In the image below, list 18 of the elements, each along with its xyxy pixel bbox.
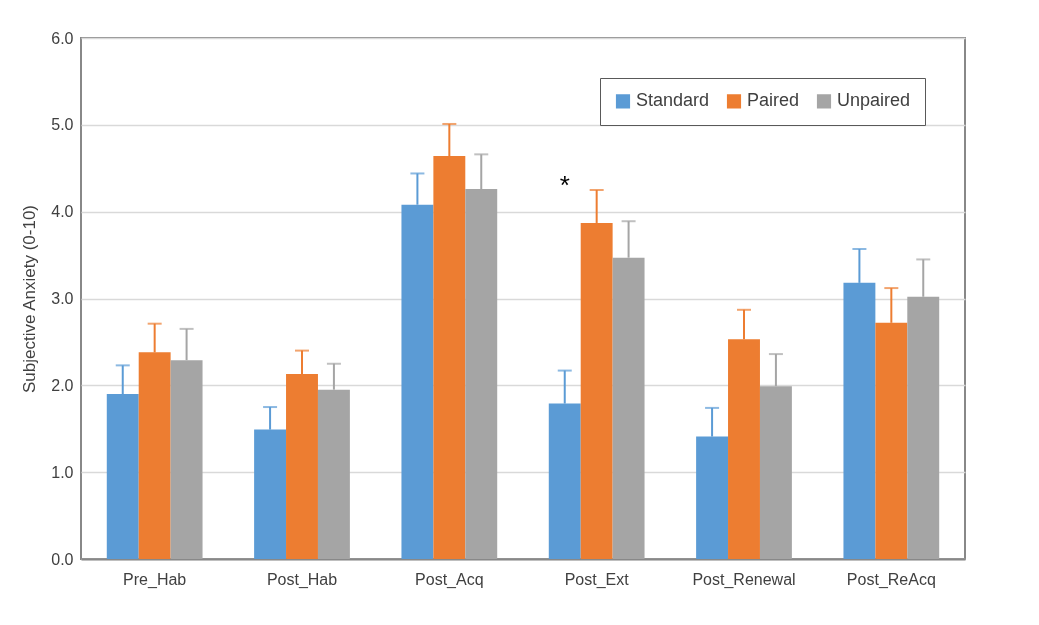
x-tick-label: Post_Renewal — [692, 570, 796, 589]
x-tick-label: Pre_Hab — [123, 570, 187, 589]
y-tick-label: 3.0 — [51, 290, 74, 307]
x-tick-label: Post_Acq — [415, 570, 484, 589]
legend-label: Unpaired — [837, 90, 911, 111]
x-tick-label: Post_ReAcq — [846, 570, 936, 589]
y-tick-label: 2.0 — [51, 376, 74, 394]
annotation: * — [559, 169, 570, 200]
x-tick-label: Post_Hab — [266, 570, 338, 589]
y-tick-label: 0.0 — [51, 550, 74, 568]
y-tick-label: 4.0 — [51, 203, 74, 221]
legend-label: Paired — [747, 90, 800, 111]
x-tick-label: Post_Ext — [564, 570, 630, 589]
y-tick-label: 1.0 — [51, 463, 74, 481]
y-tick-label: 6.0 — [51, 29, 74, 47]
y-axis-title: Subjective Anxiety (0-10) — [20, 204, 40, 394]
y-tick-label: 5.0 — [51, 116, 74, 134]
legend-label: Standard — [636, 90, 710, 111]
